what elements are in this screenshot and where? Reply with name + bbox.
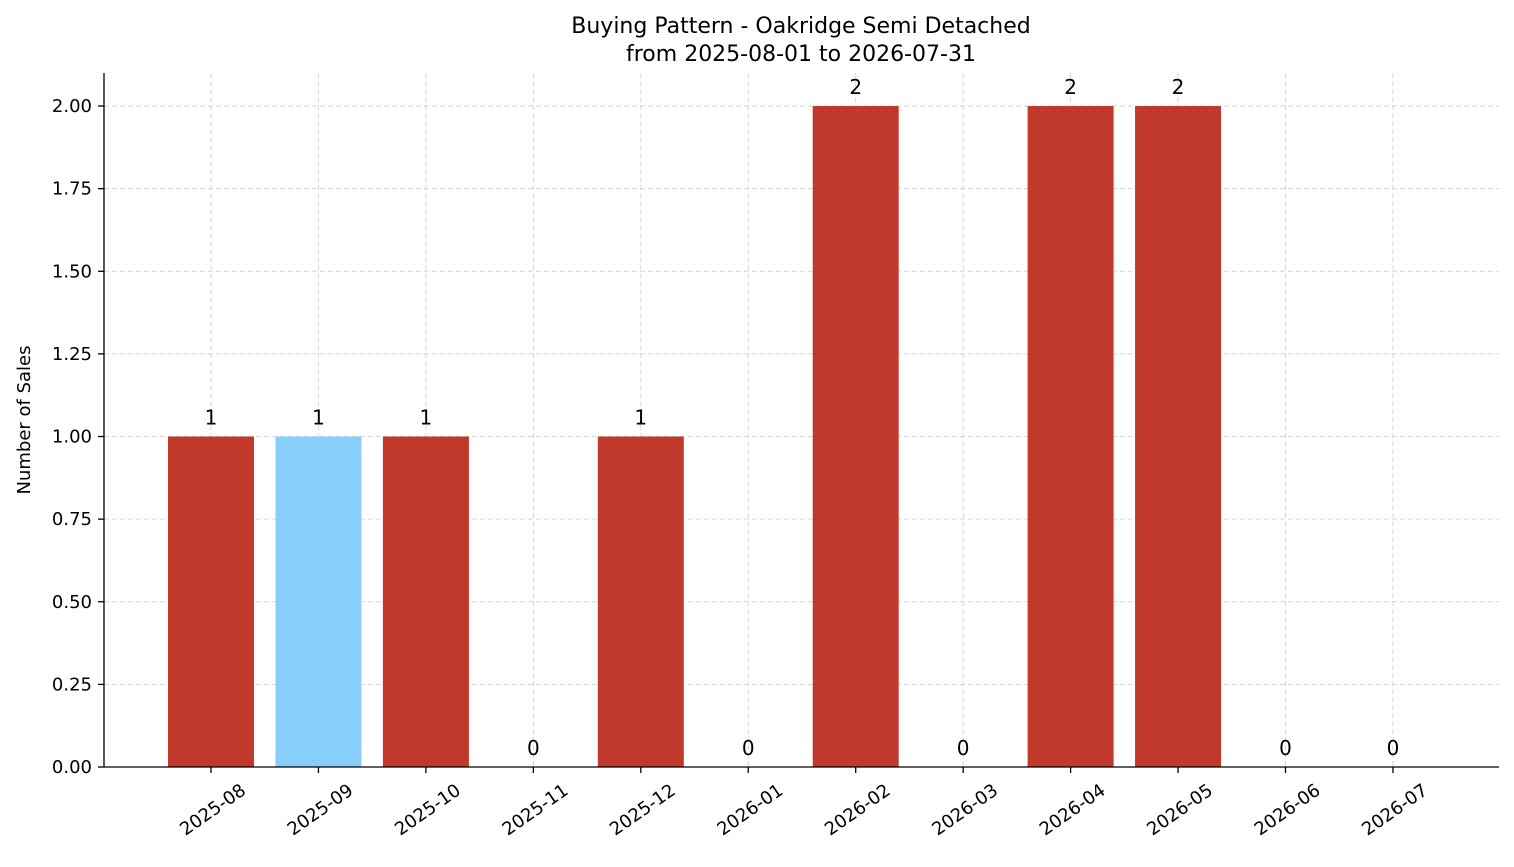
y-tick-label: 2.00	[52, 96, 92, 117]
chart-title: Buying Pattern - Oakridge Semi Detached	[571, 14, 1030, 39]
y-tick-label: 0.75	[52, 509, 92, 530]
y-tick-label: 1.50	[52, 261, 92, 282]
x-tick-label: 2026-03	[928, 780, 1002, 840]
x-tick-label: 2025-09	[284, 780, 358, 840]
x-tick-label: 2026-07	[1358, 780, 1432, 840]
x-tick-label: 2025-12	[606, 780, 680, 840]
y-tick-label: 1.00	[52, 427, 92, 448]
x-tick-label: 2025-08	[176, 780, 250, 840]
bar-2025-12	[597, 436, 684, 767]
x-tick-label: 2026-01	[713, 780, 787, 840]
bar-value-label: 2	[1064, 75, 1077, 99]
bar-value-label: 0	[1387, 736, 1400, 760]
bar-value-label: 1	[634, 406, 647, 430]
y-tick-label: 1.25	[52, 344, 92, 365]
y-tick-label: 1.75	[52, 179, 92, 200]
x-tick-label: 2025-10	[391, 780, 465, 840]
bar-2026-04	[1027, 106, 1114, 768]
bar-value-label: 0	[742, 736, 755, 760]
bar-value-label: 1	[312, 406, 325, 430]
chart-subtitle: from 2025-08-01 to 2026-07-31	[626, 42, 976, 67]
ticks-layer: 0.00 0.25 0.50 0.75 1.00 1.25 1.50 1.75 2.00 2025…	[52, 96, 1432, 840]
y-tick-label: 0.50	[52, 592, 92, 613]
bar-value-label: 1	[420, 406, 433, 430]
x-tick-label: 2026-06	[1251, 780, 1325, 840]
bar-value-label: 2	[1172, 75, 1185, 99]
bar-2025-09	[275, 436, 362, 767]
x-tick-label: 2026-05	[1143, 780, 1217, 840]
bar-2025-08	[168, 436, 254, 767]
y-axis-label: Number of Sales	[14, 345, 35, 494]
bar-2026-02	[812, 106, 899, 768]
labels-layer: 1 1 1 0 1 0 2 0 2 2 0 0	[205, 75, 1400, 760]
bar-value-label: 2	[849, 75, 862, 99]
y-tick-label: 0.00	[52, 757, 92, 778]
bar-2025-10	[382, 436, 469, 767]
bar-2026-05	[1135, 106, 1222, 768]
bars-layer	[168, 106, 1222, 768]
bar-value-label: 0	[1279, 736, 1292, 760]
x-tick-label: 2026-04	[1036, 780, 1110, 840]
x-tick-label: 2025-11	[499, 780, 573, 840]
y-tick-label: 0.25	[52, 674, 92, 695]
bar-value-label: 0	[957, 736, 970, 760]
x-tick-label: 2026-02	[821, 780, 895, 840]
bar-value-label: 0	[527, 736, 540, 760]
bar-value-label: 1	[205, 406, 218, 430]
